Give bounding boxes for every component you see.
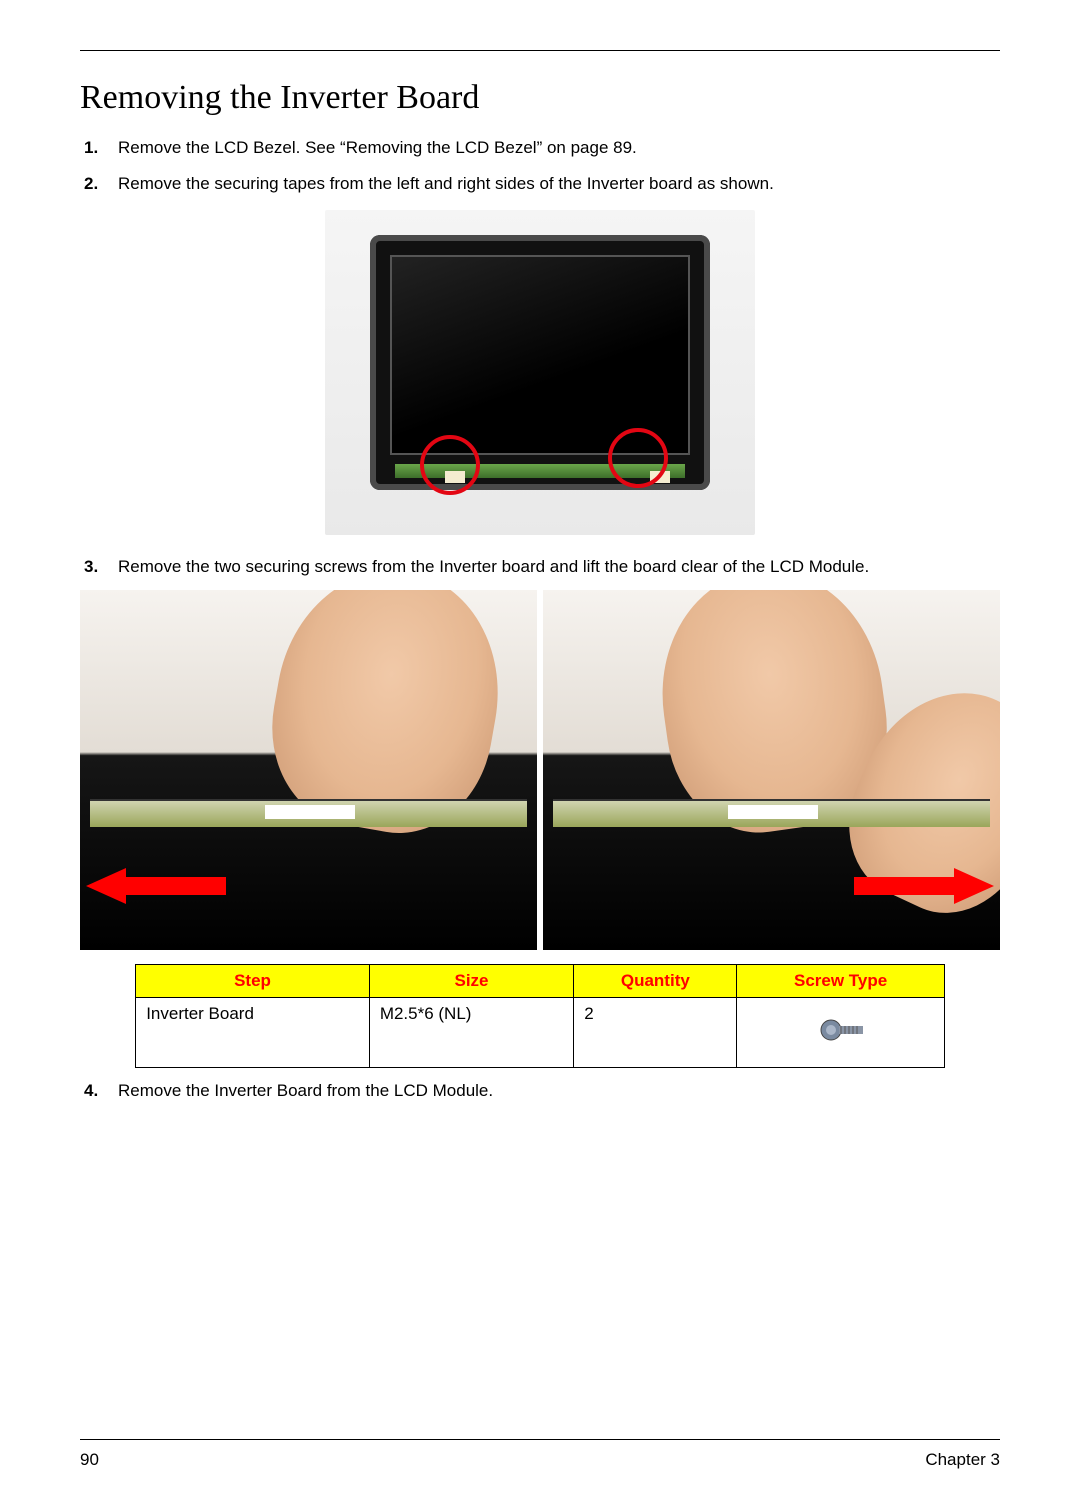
screw-table: Step Size Quantity Screw Type Inverter B… [135, 964, 945, 1068]
page: Removing the Inverter Board 1. Remove th… [0, 0, 1080, 1512]
cell-screw-image [737, 998, 944, 1068]
figure-2-pair [80, 590, 1000, 950]
col-screw: Screw Type [737, 965, 944, 998]
col-quantity: Quantity [574, 965, 737, 998]
figure-2-right [543, 590, 1000, 950]
step-text: Remove the LCD Bezel. See “Removing the … [118, 138, 637, 157]
col-step: Step [136, 965, 370, 998]
step-number: 3. [84, 554, 98, 580]
step-list-4: 4. Remove the Inverter Board from the LC… [80, 1078, 1000, 1104]
page-heading: Removing the Inverter Board [80, 79, 1000, 117]
figure-2-left [80, 590, 537, 950]
step-list: 1. Remove the LCD Bezel. See “Removing t… [80, 135, 1000, 198]
step-4: 4. Remove the Inverter Board from the LC… [108, 1078, 1000, 1104]
laptop-screen [390, 255, 690, 455]
table-header-row: Step Size Quantity Screw Type [136, 965, 945, 998]
step-3: 3. Remove the two securing screws from t… [108, 554, 1000, 580]
highlight-circle-right [608, 428, 668, 488]
figure-1-laptop [325, 210, 755, 535]
cell-step: Inverter Board [136, 998, 370, 1068]
chapter-label: Chapter 3 [925, 1450, 1000, 1470]
bottom-rule [80, 1439, 1000, 1440]
step-text: Remove the securing tapes from the left … [118, 174, 774, 193]
page-number: 90 [80, 1450, 99, 1470]
page-footer: 90 Chapter 3 [80, 1439, 1000, 1470]
step-number: 4. [84, 1078, 98, 1104]
highlight-circle-left [420, 435, 480, 495]
top-rule [80, 50, 1000, 51]
arrow-left-icon [86, 868, 226, 904]
cell-size: M2.5*6 (NL) [369, 998, 573, 1068]
step-1: 1. Remove the LCD Bezel. See “Removing t… [108, 135, 1000, 161]
table-row: Inverter Board M2.5*6 (NL) 2 [136, 998, 945, 1068]
figure-1-wrap [80, 210, 1000, 540]
cell-qty: 2 [574, 998, 737, 1068]
screw-icon [813, 1009, 869, 1056]
inverter-pcb [553, 799, 990, 827]
step-text: Remove the two securing screws from the … [118, 557, 869, 576]
step-number: 2. [84, 171, 98, 197]
step-number: 1. [84, 135, 98, 161]
step-list-3: 3. Remove the two securing screws from t… [80, 554, 1000, 580]
inverter-pcb [90, 799, 527, 827]
step-text: Remove the Inverter Board from the LCD M… [118, 1081, 493, 1100]
col-size: Size [369, 965, 573, 998]
arrow-right-icon [854, 868, 994, 904]
step-2: 2. Remove the securing tapes from the le… [108, 171, 1000, 197]
